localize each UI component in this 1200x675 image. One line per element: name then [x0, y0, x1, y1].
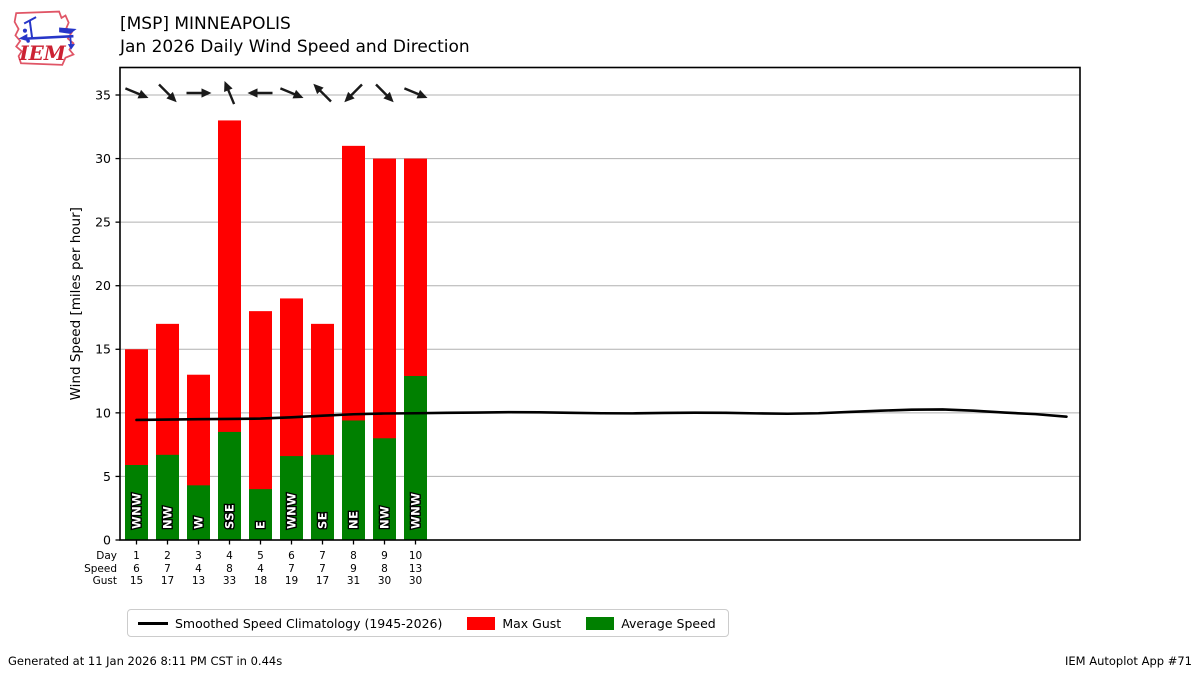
- legend-label: Smoothed Speed Climatology (1945-2026): [175, 615, 443, 631]
- table-cell-speed-day2: 7: [164, 563, 171, 575]
- wind-direction-label-day6: WNW: [285, 493, 299, 530]
- table-cell-gust-day5: 18: [254, 575, 267, 587]
- wind-arrow-icon-day2: [158, 83, 177, 103]
- table-cell-gust-day2: 17: [161, 575, 174, 587]
- iem-logo: IEM: [13, 10, 77, 66]
- table-cell-gust-day9: 30: [378, 575, 391, 587]
- wind-direction-label-day1: WNW: [130, 493, 144, 530]
- page-title: Jan 2026 Daily Wind Speed and Direction: [120, 37, 470, 57]
- y-axis-label: Wind Speed [miles per hour]: [68, 207, 84, 400]
- climatology-line: [135, 408, 1068, 422]
- average-speed-swatch: [586, 616, 615, 630]
- wind-arrow-icon-day6: [279, 87, 304, 99]
- avg-speed-bar-day2: [156, 454, 179, 540]
- avg-speed-bar-day6: [280, 456, 303, 540]
- table-cell-gust-day8: 31: [347, 575, 360, 587]
- table-cell-gust-day6: 19: [285, 575, 298, 587]
- table-cell-day-day6: 6: [288, 550, 295, 562]
- table-cell-speed-day3: 4: [195, 563, 202, 575]
- avg-speed-bar-day1: [125, 464, 148, 540]
- wind-arrow-icon-day7: [313, 83, 332, 103]
- table-cell-speed-day6: 7: [288, 563, 295, 575]
- avg-speed-bar-day4: [218, 431, 241, 540]
- wind-direction-label-day8: NE: [347, 511, 361, 529]
- app-credit: IEM Autoplot App #71: [1064, 654, 1192, 668]
- avg-speed-bar-day8: [342, 420, 365, 540]
- table-cell-day-day1: 1: [133, 550, 140, 562]
- logo-iem-text: IEM: [18, 41, 66, 65]
- ytick-label-25: 25: [95, 215, 111, 230]
- table-cell-day-day5: 5: [257, 550, 264, 562]
- table-cell-day-day3: 3: [195, 550, 202, 562]
- table-cell-speed-day10: 13: [409, 563, 422, 575]
- table-cell-day-day4: 4: [226, 550, 233, 562]
- wind-arrow-icon-day9: [375, 83, 394, 103]
- wind-direction-label-day2: NW: [161, 506, 175, 529]
- table-cell-gust-day7: 17: [316, 575, 329, 587]
- station-title: [MSP] MINNEAPOLIS: [120, 14, 291, 34]
- table-cell-day-day7: 7: [319, 550, 326, 562]
- ytick-label-10: 10: [95, 405, 111, 420]
- chart-legend: Smoothed Speed Climatology (1945-2026) M…: [127, 609, 729, 637]
- ytick-label-35: 35: [95, 87, 111, 102]
- wind-direction-label-day3: W: [192, 516, 206, 529]
- table-row-label-day: Day: [96, 550, 117, 562]
- legend-item-climatology: Smoothed Speed Climatology (1945-2026): [138, 616, 442, 631]
- table-cell-speed-day1: 6: [133, 563, 140, 575]
- max-gust-swatch: [467, 616, 496, 630]
- legend-item-avg-speed: Average Speed: [586, 616, 716, 631]
- table-cell-gust-day3: 13: [192, 575, 205, 587]
- wind-direction-label-day4: SSE: [223, 504, 237, 529]
- wind-arrow-icon-day1: [124, 87, 149, 99]
- wind-arrow-icon-day4: [224, 80, 236, 105]
- table-cell-day-day8: 8: [350, 550, 357, 562]
- wind-direction-label-day5: E: [254, 521, 268, 529]
- avg-speed-bar-day5: [249, 489, 272, 540]
- table-row-label-gust: Gust: [93, 575, 117, 587]
- table-cell-speed-day4: 8: [226, 563, 233, 575]
- wind-arrow-icon-day10: [403, 87, 428, 99]
- table-row-label-speed: Speed: [84, 563, 117, 575]
- table-cell-day-day10: 10: [409, 550, 422, 562]
- chart-header: [MSP] MINNEAPOLIS Jan 2026 Daily Wind Sp…: [120, 13, 470, 59]
- ytick-label-5: 5: [103, 469, 111, 484]
- avg-speed-bar-day10: [404, 375, 427, 540]
- wind-vane-icon: [18, 16, 77, 50]
- ytick-label-20: 20: [95, 278, 111, 293]
- wind-direction-label-day9: NW: [378, 506, 392, 529]
- avg-speed-bar-day3: [187, 485, 210, 540]
- table-cell-day-day2: 2: [164, 550, 171, 562]
- table-cell-speed-day9: 8: [381, 563, 388, 575]
- generated-timestamp: Generated at 11 Jan 2026 8:11 PM CST in …: [8, 654, 283, 668]
- legend-label: Average Speed: [621, 615, 716, 631]
- table-cell-speed-day7: 7: [319, 563, 326, 575]
- ytick-label-15: 15: [95, 342, 111, 357]
- climatology-line-swatch: [138, 621, 168, 625]
- table-cell-day-day9: 9: [381, 550, 388, 562]
- wind-direction-label-day7: SE: [316, 512, 330, 529]
- table-cell-speed-day8: 9: [350, 563, 357, 575]
- wind-arrow-icon-day8: [344, 83, 363, 103]
- avg-speed-bar-day7: [311, 454, 334, 540]
- plot-border: [119, 66, 1081, 541]
- avg-speed-bar-day9: [373, 438, 396, 540]
- table-cell-speed-day5: 4: [257, 563, 264, 575]
- wind-arrow-icon-day5: [247, 88, 273, 98]
- wind-chart: WNW NW W SSE E WNW SE NE NW WNW05101520253035Wind…: [68, 66, 1081, 587]
- wind-arrow-icon-day3: [186, 88, 212, 98]
- ytick-label-30: 30: [95, 151, 111, 166]
- max-gust-bar-day5: [249, 311, 272, 540]
- ytick-label-0: 0: [103, 532, 111, 547]
- wind-direction-label-day10: WNW: [409, 493, 423, 530]
- table-cell-gust-day10: 30: [409, 575, 422, 587]
- legend-label: Max Gust: [502, 615, 562, 631]
- legend-item-max-gust: Max Gust: [467, 616, 561, 631]
- table-cell-gust-day1: 15: [130, 575, 143, 587]
- table-cell-gust-day4: 33: [223, 575, 236, 587]
